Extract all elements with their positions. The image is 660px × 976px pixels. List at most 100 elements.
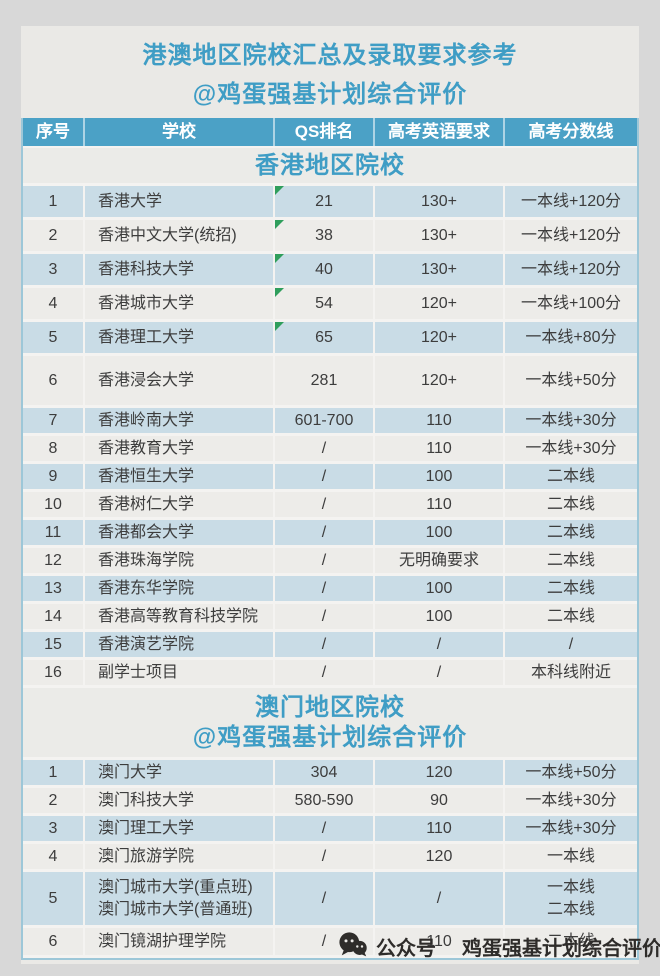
score-line: 一本线+30分 (505, 436, 637, 461)
section-header-hongkong: 香港地区院校 (23, 148, 637, 186)
excel-note-triangle-icon (275, 220, 284, 229)
school-name: 澳门大学 (85, 760, 275, 785)
score-line: 一本线+80分 (505, 322, 637, 353)
english-requirement: / (375, 660, 505, 685)
school-name: 香港科技大学 (85, 254, 275, 285)
score-line: 二本线 (505, 604, 637, 629)
row-number: 9 (23, 464, 85, 489)
english-requirement: 120 (375, 760, 505, 785)
qs-rank: 601-700 (275, 408, 375, 433)
row-number: 16 (23, 660, 85, 685)
row-number: 3 (23, 254, 85, 285)
school-name: 香港教育大学 (85, 436, 275, 461)
table-row: 14 香港高等教育科技学院 / 100 二本线 (23, 604, 637, 632)
row-number: 12 (23, 548, 85, 573)
table-row: 3 澳门理工大学 / 110 一本线+30分 (23, 816, 637, 844)
row-number: 5 (23, 322, 85, 353)
qs-rank: / (275, 520, 375, 545)
school-name: 澳门旅游学院 (85, 844, 275, 869)
school-name: 香港演艺学院 (85, 632, 275, 657)
row-number: 2 (23, 220, 85, 251)
score-line: 一本线+30分 (505, 816, 637, 841)
qs-rank: 21 (275, 186, 375, 217)
qs-rank: 65 (275, 322, 375, 353)
school-name: 澳门城市大学(重点班) 澳门城市大学(普通班) (85, 872, 275, 925)
col-header-school: 学校 (85, 118, 275, 146)
qs-rank: / (275, 816, 375, 841)
english-requirement: 110 (375, 408, 505, 433)
english-requirement: 120+ (375, 356, 505, 405)
table-sheet: 港澳地区院校汇总及录取要求参考 @鸡蛋强基计划综合评价 序号 学校 QS排名 高… (21, 26, 639, 964)
english-requirement: 无明确要求 (375, 548, 505, 573)
school-name: 香港浸会大学 (85, 356, 275, 405)
page-title: 港澳地区院校汇总及录取要求参考 (142, 42, 518, 69)
row-number: 15 (23, 632, 85, 657)
school-name: 香港恒生大学 (85, 464, 275, 489)
qs-rank: 38 (275, 220, 375, 251)
english-requirement: 120 (375, 844, 505, 869)
score-line: 一本线+120分 (505, 186, 637, 217)
table-row: 10 香港树仁大学 / 110 二本线 (23, 492, 637, 520)
excel-note-triangle-icon (275, 322, 284, 331)
english-requirement: 100 (375, 520, 505, 545)
school-name: 香港珠海学院 (85, 548, 275, 573)
score-line: 一本线+100分 (505, 288, 637, 319)
school-name: 澳门科技大学 (85, 788, 275, 813)
section-title: 澳门地区院校 (255, 693, 405, 721)
row-number: 4 (23, 288, 85, 319)
table-header-row: 序号 学校 QS排名 高考英语要求 高考分数线 (23, 118, 637, 148)
qs-rank: 304 (275, 760, 375, 785)
school-name: 香港中文大学(统招) (85, 220, 275, 251)
school-name: 香港岭南大学 (85, 408, 275, 433)
english-requirement: 130+ (375, 220, 505, 251)
qs-rank: / (275, 632, 375, 657)
school-name: 香港树仁大学 (85, 492, 275, 517)
table-row: 2 香港中文大学(统招) 38 130+ 一本线+120分 (23, 220, 637, 254)
qs-rank: / (275, 492, 375, 517)
row-number: 3 (23, 816, 85, 841)
table-row: 5 澳门城市大学(重点班) 澳门城市大学(普通班) / / 一本线 二本线 (23, 872, 637, 928)
qs-rank: / (275, 436, 375, 461)
table-row: 7 香港岭南大学 601-700 110 一本线+30分 (23, 408, 637, 436)
score-line: 二本线 (505, 492, 637, 517)
section-subtitle: @鸡蛋强基计划综合评价 (192, 723, 468, 751)
section-title: 香港地区院校 (255, 151, 405, 179)
section-header-macau: 澳门地区院校 @鸡蛋强基计划综合评价 (23, 688, 637, 760)
score-line: 二本线 (505, 520, 637, 545)
score-line: 一本线 二本线 (505, 872, 637, 925)
table-row: 16 副学士项目 / / 本科线附近 (23, 660, 637, 688)
col-header-english: 高考英语要求 (375, 118, 505, 146)
table-row: 13 香港东华学院 / 100 二本线 (23, 576, 637, 604)
english-requirement: 90 (375, 788, 505, 813)
score-line: 一本线+120分 (505, 254, 637, 285)
excel-note-triangle-icon (275, 186, 284, 195)
row-number: 6 (23, 356, 85, 405)
row-number: 1 (23, 186, 85, 217)
school-name: 香港大学 (85, 186, 275, 217)
english-requirement: 110 (375, 436, 505, 461)
row-number: 14 (23, 604, 85, 629)
table-row: 4 澳门旅游学院 / 120 一本线 (23, 844, 637, 872)
english-requirement: 100 (375, 464, 505, 489)
col-header-score: 高考分数线 (528, 121, 614, 141)
table-row: 2 澳门科技大学 580-590 90 一本线+30分 (23, 788, 637, 816)
score-line: 一本线+30分 (505, 408, 637, 433)
qs-rank: / (275, 576, 375, 601)
english-requirement: 110 (375, 816, 505, 841)
row-number: 6 (23, 928, 85, 955)
school-name: 香港东华学院 (85, 576, 275, 601)
school-name: 副学士项目 (85, 660, 275, 685)
table-row: 12 香港珠海学院 / 无明确要求 二本线 (23, 548, 637, 576)
row-number: 8 (23, 436, 85, 461)
qs-rank: 40 (275, 254, 375, 285)
row-number: 5 (23, 872, 85, 925)
score-line: 二本线 (505, 464, 637, 489)
qs-rank: 580-590 (275, 788, 375, 813)
qs-rank: / (275, 548, 375, 573)
score-line: 一本线 (505, 844, 637, 869)
table-row: 5 香港理工大学 65 120+ 一本线+80分 (23, 322, 637, 356)
row-number: 4 (23, 844, 85, 869)
score-line: 本科线附近 (505, 660, 637, 685)
row-number: 2 (23, 788, 85, 813)
table-row: 11 香港都会大学 / 100 二本线 (23, 520, 637, 548)
